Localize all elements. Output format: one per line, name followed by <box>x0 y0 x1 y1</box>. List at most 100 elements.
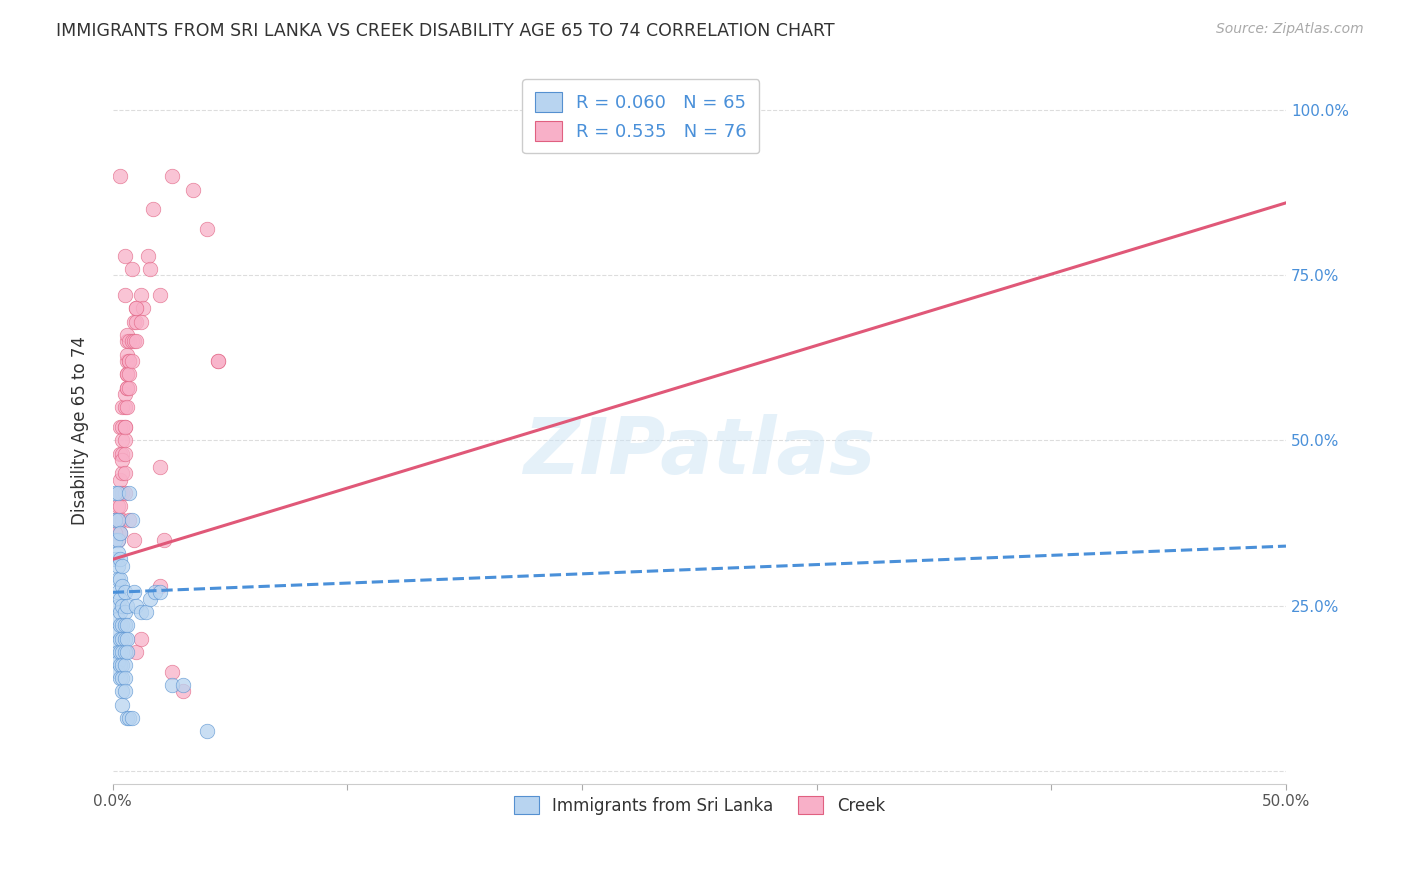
Point <box>107 525 129 540</box>
Point <box>114 434 136 448</box>
Point <box>125 334 148 349</box>
Point <box>149 459 172 474</box>
Point <box>139 591 162 606</box>
Point <box>108 525 131 540</box>
Point <box>195 723 218 738</box>
Point <box>129 632 152 646</box>
Point <box>104 533 127 547</box>
Point <box>160 665 183 679</box>
Point <box>115 381 138 395</box>
Point <box>136 249 159 263</box>
Point <box>172 684 194 698</box>
Point <box>111 434 134 448</box>
Point <box>122 533 145 547</box>
Point <box>107 599 129 613</box>
Point <box>107 585 129 599</box>
Point <box>121 334 143 349</box>
Point <box>108 618 131 632</box>
Point <box>125 645 148 659</box>
Point <box>115 381 138 395</box>
Point <box>111 698 134 712</box>
Point <box>115 401 138 415</box>
Point <box>107 572 129 586</box>
Point <box>107 546 129 560</box>
Point <box>111 447 134 461</box>
Point <box>114 632 136 646</box>
Point <box>104 513 127 527</box>
Point <box>115 368 138 382</box>
Point <box>114 420 136 434</box>
Point <box>114 585 136 599</box>
Point <box>111 671 134 685</box>
Point <box>207 354 229 368</box>
Point <box>111 618 134 632</box>
Point <box>114 249 136 263</box>
Point <box>108 169 131 184</box>
Point <box>115 618 138 632</box>
Point <box>111 401 134 415</box>
Point <box>149 579 172 593</box>
Point <box>107 665 129 679</box>
Point <box>114 605 136 619</box>
Point <box>107 513 129 527</box>
Point <box>132 301 155 316</box>
Point <box>107 624 129 639</box>
Point <box>108 473 131 487</box>
Point <box>114 387 136 401</box>
Y-axis label: Disability Age 65 to 74: Disability Age 65 to 74 <box>72 336 89 525</box>
Point <box>114 467 136 481</box>
Point <box>160 678 183 692</box>
Point <box>114 618 136 632</box>
Point <box>118 513 141 527</box>
Point <box>118 334 141 349</box>
Point <box>129 315 152 329</box>
Point <box>142 202 165 217</box>
Point <box>115 327 138 342</box>
Point <box>111 453 134 467</box>
Point <box>111 467 134 481</box>
Point <box>115 599 138 613</box>
Point <box>111 486 134 500</box>
Point <box>149 288 172 302</box>
Point <box>108 486 131 500</box>
Point <box>160 169 183 184</box>
Point <box>121 354 143 368</box>
Point <box>122 585 145 599</box>
Point <box>108 513 131 527</box>
Point <box>108 605 131 619</box>
Point <box>107 558 129 573</box>
Point <box>104 513 127 527</box>
Point <box>125 301 148 316</box>
Point <box>118 354 141 368</box>
Point <box>115 368 138 382</box>
Point <box>115 348 138 362</box>
Point <box>121 261 143 276</box>
Point <box>118 381 141 395</box>
Point <box>107 645 129 659</box>
Point <box>111 579 134 593</box>
Point <box>104 552 127 566</box>
Point <box>115 632 138 646</box>
Point <box>129 605 152 619</box>
Point <box>115 334 138 349</box>
Point <box>107 486 129 500</box>
Point <box>114 288 136 302</box>
Point <box>107 635 129 649</box>
Text: IMMIGRANTS FROM SRI LANKA VS CREEK DISABILITY AGE 65 TO 74 CORRELATION CHART: IMMIGRANTS FROM SRI LANKA VS CREEK DISAB… <box>56 22 835 40</box>
Point <box>114 684 136 698</box>
Legend: Immigrants from Sri Lanka, Creek: Immigrants from Sri Lanka, Creek <box>503 786 896 825</box>
Point <box>108 447 131 461</box>
Point <box>143 585 166 599</box>
Point <box>108 420 131 434</box>
Point <box>104 525 127 540</box>
Point <box>129 288 152 302</box>
Point <box>195 222 218 236</box>
Point <box>149 585 172 599</box>
Point <box>207 354 229 368</box>
Point <box>118 711 141 725</box>
Point <box>114 486 136 500</box>
Point <box>107 533 129 547</box>
Text: ZIPatlas: ZIPatlas <box>523 414 876 490</box>
Point <box>114 645 136 659</box>
Point <box>114 401 136 415</box>
